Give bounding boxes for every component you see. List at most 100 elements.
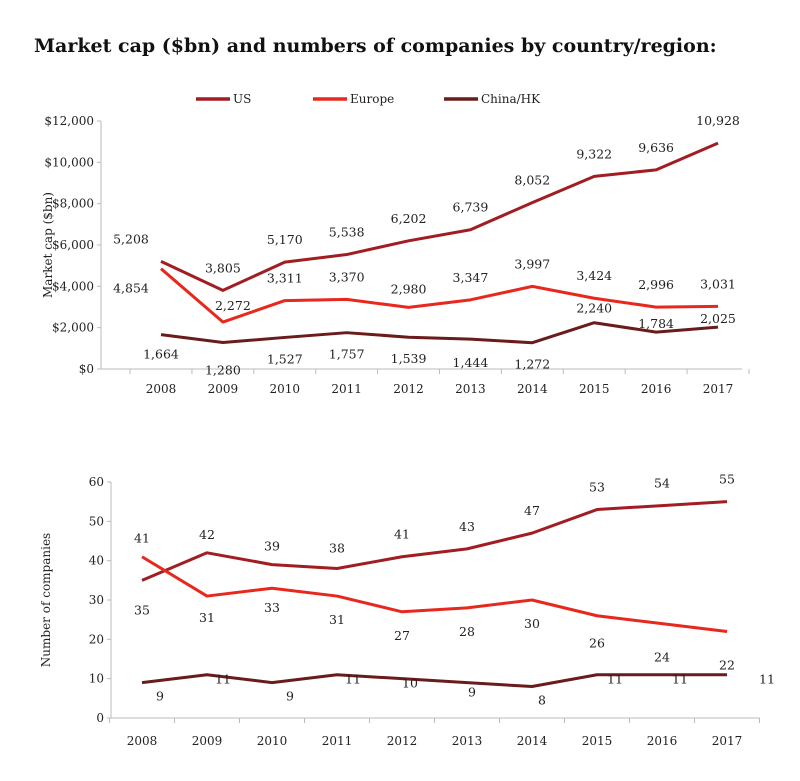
data-label-us: 38 [329,541,345,556]
data-label-china-hk: 1,784 [638,316,674,331]
data-label-europe: 33 [264,600,280,615]
data-label-europe: 2,980 [391,281,427,296]
y-axis-title: Number of companies [39,533,53,667]
data-label-china-hk: 9 [286,689,294,704]
y-tick-label: 60 [89,475,104,489]
data-label-us: 47 [524,503,540,518]
y-tick-label: 20 [89,632,104,646]
data-label-europe: 3,424 [576,268,612,283]
series-line-china-hk [161,323,718,343]
data-label-us: 39 [264,539,280,554]
data-label-us: 6,202 [391,211,427,226]
data-label-europe: 3,997 [514,256,550,271]
data-label-us: 42 [199,527,215,542]
y-tick-label: $4,000 [52,279,94,293]
data-label-us: 3,805 [205,260,241,275]
data-label-us: 35 [134,602,150,617]
y-tick-label: 30 [89,593,104,607]
data-label-china-hk: 1,664 [143,347,179,362]
y-axis-title: Market cap ($bn) [41,192,55,298]
chart-title: Market cap ($bn) and numbers of companie… [34,35,717,57]
company-count-chart: 0 10 20 30 40 50 60 2008 2009 2010 2011 2012 2013 201… [39,472,775,748]
data-label-us: 10,928 [696,113,740,128]
series-line-us [142,502,727,581]
data-label-us: 6,739 [453,200,489,215]
data-label-europe: 41 [134,531,150,546]
data-label-europe: 26 [589,636,605,651]
data-label-europe: 3,347 [453,270,489,285]
data-label-europe: 22 [719,657,735,672]
series-line-europe [161,269,718,322]
x-tick-label: 2011 [331,382,362,396]
legend-label-us: US [233,92,251,106]
data-label-china-hk: 8 [538,693,546,708]
data-label-china-hk: 1,757 [329,347,365,362]
y-tick-label: $2,000 [52,321,94,335]
data-label-china-hk: 10 [402,676,418,691]
x-tick-label: 2017 [703,382,734,396]
data-label-china-hk: 1,272 [514,357,550,372]
data-label-china-hk: 9 [468,685,476,700]
y-tick-label: $8,000 [52,197,94,211]
data-label-us: 43 [459,519,475,534]
x-tick-label: 2010 [257,734,288,748]
data-label-china-hk: 1,539 [391,351,427,366]
y-tick-label: 40 [89,554,104,568]
y-tick-label: $12,000 [44,114,94,128]
data-label-us: 9,322 [576,146,612,161]
legend-label-europe: Europe [350,92,394,106]
data-label-europe: 31 [329,612,345,627]
y-tick-label: 10 [89,672,104,686]
data-label-us: 8,052 [514,173,550,188]
data-label-europe: 28 [459,624,475,639]
data-label-china-hk: 1,527 [267,351,303,366]
data-label-us: 41 [394,527,410,542]
market-cap-chart: $0$2,000$4,000$6,000$8,000$10,000$12,000… [41,113,749,396]
y-tick-label: 50 [89,514,104,528]
data-label-us: 5,538 [329,225,365,240]
data-label-china-hk: 2,025 [700,311,736,326]
data-label-europe: 2,272 [215,298,251,313]
data-label-us: 53 [589,480,605,495]
legend-label-china-hk: China/HK [481,92,541,106]
x-tick-label: 2011 [322,734,353,748]
y-tick-label: $0 [79,362,94,376]
data-label-china-hk: 1,444 [453,355,489,370]
series-line-us [161,143,718,290]
x-tick-label: 2015 [579,382,610,396]
data-label-europe: 3,370 [329,269,365,284]
data-label-us: 9,636 [638,140,674,155]
y-tick-label: 0 [96,711,104,725]
data-label-china-hk: 11 [759,672,775,687]
data-label-europe: 4,854 [113,281,149,296]
x-tick-label: 2008 [127,734,158,748]
x-tick-label: 2009 [208,382,239,396]
data-label-europe: 31 [199,610,215,625]
data-label-europe: 2,996 [638,277,674,292]
data-label-china-hk: 1,280 [205,363,241,378]
data-label-us: 5,170 [267,232,303,247]
data-label-china-hk: 11 [607,672,623,687]
x-tick-label: 2012 [387,734,418,748]
x-tick-label: 2014 [517,382,548,396]
series-line-europe [142,557,727,632]
x-tick-label: 2015 [582,734,613,748]
legend: US Europe China/HK [196,92,541,106]
data-label-europe: 30 [524,616,540,631]
x-tick-label: 2017 [712,734,743,748]
data-label-china-hk: 11 [215,672,231,687]
x-tick-label: 2016 [647,734,678,748]
y-tick-label: $6,000 [52,238,94,252]
x-tick-label: 2009 [192,734,223,748]
data-label-europe: 3,311 [267,271,303,286]
data-label-europe: 24 [654,650,670,665]
x-tick-label: 2014 [517,734,548,748]
data-label-china-hk: 11 [345,672,361,687]
data-label-us: 5,208 [113,231,149,246]
data-label-europe: 27 [394,628,410,643]
data-label-us: 55 [719,472,735,487]
x-tick-label: 2016 [641,382,672,396]
x-tick-label: 2013 [452,734,483,748]
